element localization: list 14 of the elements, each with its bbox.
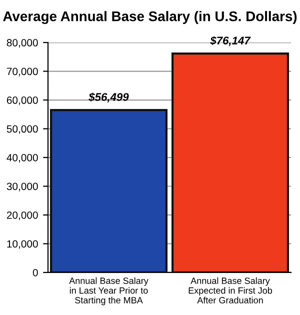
y-tick-label: 10,000 [7, 240, 38, 249]
y-tick-label: 30,000 [6, 182, 38, 192]
y-tick-label: 40,000 [6, 154, 38, 163]
y-tick-label: 20,000 [6, 211, 38, 220]
y-tick-label: 70,000 [6, 68, 38, 76]
x-tick-label: Annual Base Salary Expected in First Job After Graduation [188, 277, 272, 304]
chart-title: Average Annual Base Salary (in U.S. Dollars) [3, 11, 297, 24]
y-tick-label: 50,000 [6, 125, 38, 134]
x-tick-label: Annual Base Salary in Last Year Prior to Starting the MBA [69, 277, 148, 306]
data-label: $56,499 [88, 92, 129, 103]
y-tick-label: 0 [32, 268, 38, 276]
data-label: $76,147 [210, 36, 251, 46]
y-tick-label: 60,000 [6, 96, 38, 106]
y-tick-label: 80,000 [6, 39, 38, 48]
